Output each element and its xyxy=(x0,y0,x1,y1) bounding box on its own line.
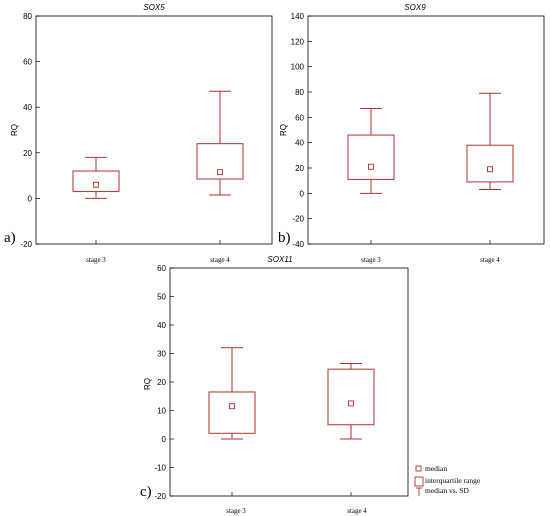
y-tick-label: 40 xyxy=(295,139,304,148)
median-marker xyxy=(93,181,99,188)
y-tick-label: -20 xyxy=(20,240,32,249)
median-marker xyxy=(487,166,493,173)
interquartile-box xyxy=(208,391,256,434)
median-marker xyxy=(368,163,374,170)
y-tick-label: -10 xyxy=(154,464,166,473)
interquartile-box xyxy=(327,368,375,426)
y-tick-label: 10 xyxy=(157,407,166,416)
chart-title: SOX11 xyxy=(267,255,292,264)
y-tick-label: 100 xyxy=(291,63,305,72)
y-axis-label: RQ xyxy=(279,124,288,136)
box-icon xyxy=(414,476,424,487)
category-label: stage 3 xyxy=(226,507,246,515)
y-tick-label: 30 xyxy=(157,350,166,359)
median-marker xyxy=(348,400,354,407)
plot-frame xyxy=(307,15,545,245)
y-tick-label: 40 xyxy=(23,103,32,112)
median-square-icon xyxy=(415,465,422,472)
legend-label: median xyxy=(425,464,447,473)
y-tick-label: 140 xyxy=(291,12,305,21)
y-tick-label: 0 xyxy=(300,189,305,198)
whisker-icon xyxy=(416,487,422,496)
y-tick-label: 0 xyxy=(162,435,167,444)
category-label: stage 3 xyxy=(361,256,381,264)
y-tick-label: -20 xyxy=(292,215,304,224)
y-tick-label: 80 xyxy=(295,88,304,97)
interquartile-box xyxy=(466,144,514,183)
y-tick-label: 40 xyxy=(157,321,166,330)
y-tick-label: 120 xyxy=(291,37,305,46)
category-label: stage 4 xyxy=(210,256,230,264)
panel-a-sox5: SOX5 RQ a) stage 3 stage 4 -20 0 20 40 60 80 xyxy=(4,3,273,264)
panel-b-sox9: SOX9 RQ b) stage 3 stage 4 -40 -20 0 20 40 60… xyxy=(278,3,545,264)
y-tick-label: 60 xyxy=(295,113,304,122)
y-tick-label: 0 xyxy=(28,194,33,203)
plot-frame xyxy=(35,15,273,245)
legend-label: interquartile range xyxy=(425,476,481,485)
category-label: stage 4 xyxy=(480,256,500,264)
plot-frame xyxy=(169,267,409,497)
y-tick-label: 60 xyxy=(157,264,166,273)
chart-title: SOX5 xyxy=(143,3,165,12)
y-tick-label: -20 xyxy=(154,492,166,501)
y-axis-label: RQ xyxy=(10,124,19,136)
panel-c-sox11: SOX11 RQ c) stage 3 stage 4 median inter… xyxy=(140,255,481,515)
y-tick-label: 20 xyxy=(157,378,166,387)
y-tick-label: 60 xyxy=(23,58,32,67)
category-label: stage 3 xyxy=(86,256,106,264)
panel-label: b) xyxy=(278,230,291,246)
y-tick-label: 20 xyxy=(23,149,32,158)
y-tick-label: 20 xyxy=(295,164,304,173)
interquartile-box xyxy=(347,134,395,180)
y-axis-label: RQ xyxy=(143,378,152,390)
median-marker xyxy=(229,403,235,410)
y-tick-label: 80 xyxy=(23,12,32,21)
category-label: stage 4 xyxy=(347,507,367,515)
y-tick-label: -40 xyxy=(292,240,304,249)
interquartile-box xyxy=(72,170,120,193)
y-tick-label: 50 xyxy=(157,293,166,302)
panel-label: a) xyxy=(4,230,16,246)
legend: median interquartile range median vs. SD xyxy=(414,464,481,496)
panel-label: c) xyxy=(140,484,152,500)
median-marker xyxy=(217,169,223,176)
legend-label: median vs. SD xyxy=(425,486,470,495)
interquartile-box xyxy=(196,143,244,180)
chart-title: SOX9 xyxy=(404,3,426,12)
